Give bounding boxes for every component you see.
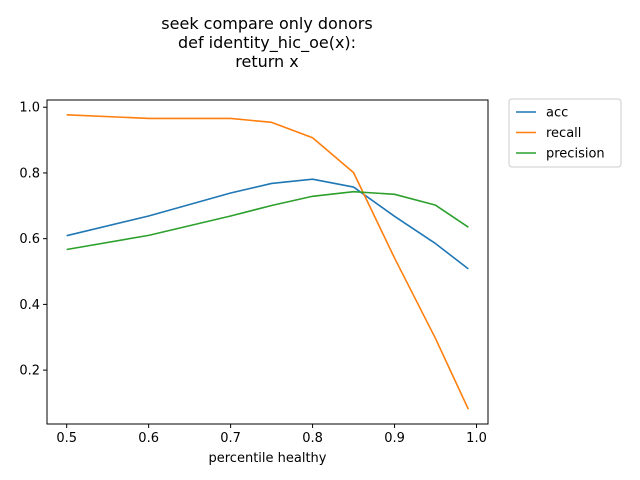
y-tick-label: 0.8 bbox=[19, 166, 40, 181]
x-axis-label: percentile healthy bbox=[209, 451, 327, 466]
series-line-precision bbox=[66, 190, 469, 251]
series-line-acc bbox=[66, 178, 469, 270]
legend-box bbox=[508, 98, 622, 168]
x-tick-label: 0.8 bbox=[302, 431, 323, 446]
x-tick-label: 1.0 bbox=[466, 431, 487, 446]
legend-label: precision bbox=[546, 147, 605, 162]
legend-label: acc bbox=[546, 106, 568, 121]
series-line-recall bbox=[66, 113, 470, 410]
x-tick-label: 0.7 bbox=[220, 431, 241, 446]
y-tick-label: 0.6 bbox=[19, 232, 40, 247]
chart-title-line: seek compare only donors bbox=[161, 14, 372, 33]
chart-title-line: def identity_hic_oe(x): bbox=[178, 33, 356, 53]
y-tick-label: 0.4 bbox=[19, 298, 40, 313]
x-tick-label: 0.9 bbox=[384, 431, 405, 446]
x-tick-label: 0.6 bbox=[138, 431, 159, 446]
y-axis: 0.2 0.4 0.6 0.8 1.0 bbox=[19, 101, 47, 379]
chart-title-line: return x bbox=[235, 52, 298, 71]
series-lines bbox=[66, 113, 470, 410]
x-tick-label: 0.5 bbox=[56, 431, 77, 446]
y-tick-label: 0.2 bbox=[19, 364, 40, 379]
x-axis: 0.5 0.6 0.7 0.8 0.9 1.0 bbox=[56, 424, 487, 446]
legend: acc recall precision bbox=[508, 98, 622, 168]
legend-label: recall bbox=[546, 126, 581, 141]
y-tick-label: 1.0 bbox=[19, 101, 40, 116]
plot-area-frame bbox=[46, 99, 489, 425]
